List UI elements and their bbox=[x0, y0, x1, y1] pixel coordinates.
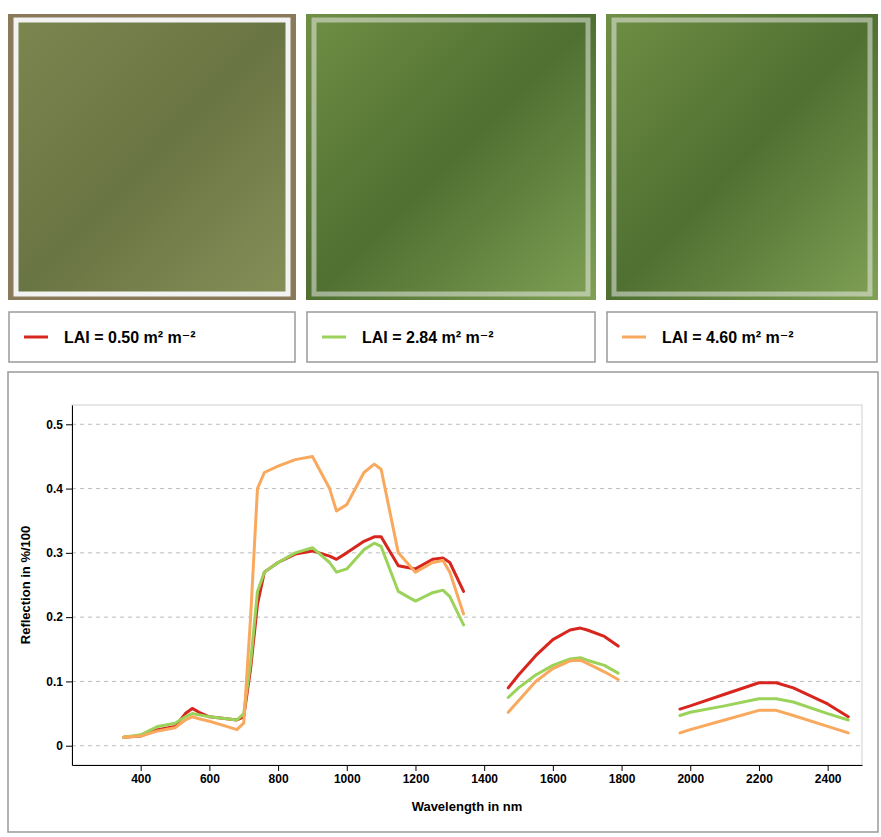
y-tick: 0.2 bbox=[46, 610, 72, 624]
grid-line bbox=[72, 617, 862, 618]
photo-placeholder bbox=[606, 14, 878, 300]
photo-panel bbox=[8, 14, 296, 300]
series-line bbox=[124, 543, 849, 737]
photo-frame bbox=[614, 20, 870, 294]
x-tick-mark bbox=[828, 765, 829, 771]
legend-label: LAI = 4.60 m² m⁻² bbox=[662, 329, 794, 346]
y-axis-title: Reflection in %/100 bbox=[18, 526, 33, 644]
photo-placeholder bbox=[8, 14, 296, 300]
x-tick: 1600 bbox=[540, 765, 567, 786]
y-tick: 0.1 bbox=[46, 675, 72, 689]
x-tick: 800 bbox=[269, 765, 289, 786]
x-tick-label: 2000 bbox=[677, 772, 704, 786]
x-tick-mark bbox=[278, 765, 279, 771]
x-tick-label: 1200 bbox=[403, 772, 430, 786]
x-tick-label: 600 bbox=[200, 772, 220, 786]
y-tick-label: 0.3 bbox=[46, 546, 63, 560]
photo-placeholder bbox=[18, 22, 286, 292]
x-tick: 1200 bbox=[403, 765, 430, 786]
y-tick-mark bbox=[66, 489, 72, 490]
legend-box bbox=[9, 312, 295, 362]
y-tick-label: 0.2 bbox=[46, 610, 63, 624]
legend-item: LAI = 4.60 m² m⁻² bbox=[607, 312, 877, 362]
grid bbox=[72, 424, 862, 745]
y-tick-label: 0.5 bbox=[46, 418, 63, 432]
x-tick-label: 1400 bbox=[471, 772, 498, 786]
photo-frame bbox=[16, 20, 288, 294]
legend-item: LAI = 2.84 m² m⁻² bbox=[307, 312, 595, 362]
legend-item: LAI = 0.50 m² m⁻² bbox=[9, 312, 295, 362]
x-axis-title: Wavelength in nm bbox=[412, 799, 523, 814]
chart-frame bbox=[8, 372, 878, 832]
x-tick: 1000 bbox=[334, 765, 361, 786]
x-tick-label: 400 bbox=[131, 772, 151, 786]
x-tick: 2200 bbox=[746, 765, 773, 786]
y-tick-label: 0 bbox=[56, 739, 63, 753]
y-tick: 0.4 bbox=[46, 482, 72, 496]
x-tick-mark bbox=[141, 765, 142, 771]
x-axis: 400 600 800 1000 1200 1400 1600 1800 2000 2200 240… bbox=[73, 765, 863, 786]
legend-swatch bbox=[322, 336, 346, 339]
y-tick-mark bbox=[66, 681, 72, 682]
x-tick: 600 bbox=[200, 765, 220, 786]
x-tick-mark bbox=[484, 765, 485, 771]
grid-line bbox=[72, 745, 862, 746]
grid-line bbox=[72, 488, 862, 489]
plot-frame bbox=[72, 405, 862, 765]
photo-placeholder bbox=[306, 14, 596, 300]
x-tick: 1800 bbox=[609, 765, 636, 786]
legend-box bbox=[307, 312, 595, 362]
y-tick-mark bbox=[66, 746, 72, 747]
y-tick: 0.5 bbox=[46, 418, 72, 432]
x-tick-mark bbox=[209, 765, 210, 771]
photo-frame bbox=[314, 20, 588, 294]
legend-label: LAI = 0.50 m² m⁻² bbox=[64, 329, 196, 346]
y-tick-mark bbox=[66, 553, 72, 554]
series-line bbox=[124, 537, 849, 738]
y-axis-line bbox=[72, 406, 73, 766]
x-tick: 1400 bbox=[471, 765, 498, 786]
x-tick: 2000 bbox=[677, 765, 704, 786]
grid-line bbox=[72, 424, 862, 425]
photo-panel bbox=[306, 14, 596, 300]
grid-line bbox=[72, 681, 862, 682]
plot-lines bbox=[124, 456, 849, 737]
x-tick-label: 800 bbox=[269, 772, 289, 786]
x-tick-label: 1800 bbox=[609, 772, 636, 786]
x-tick: 2400 bbox=[815, 765, 842, 786]
x-tick-mark bbox=[553, 765, 554, 771]
x-tick-mark bbox=[415, 765, 416, 771]
canvas: LAI = 0.50 m² m⁻² LAI = 2.84 m² m⁻² LAI = … bbox=[0, 0, 881, 837]
x-tick-mark bbox=[347, 765, 348, 771]
x-tick-mark bbox=[622, 765, 623, 771]
legend-swatch bbox=[622, 336, 646, 339]
photo-panel bbox=[606, 14, 878, 300]
x-tick-label: 1600 bbox=[540, 772, 567, 786]
x-tick-label: 2400 bbox=[815, 772, 842, 786]
legend-label: LAI = 2.84 m² m⁻² bbox=[362, 329, 494, 346]
series-line bbox=[124, 456, 849, 737]
y-tick-mark bbox=[66, 617, 72, 618]
legend-box bbox=[607, 312, 877, 362]
legend-swatch bbox=[24, 336, 48, 339]
x-tick: 400 bbox=[131, 765, 151, 786]
x-axis-line bbox=[73, 765, 863, 766]
grid-line bbox=[72, 552, 862, 553]
y-tick-label: 0.4 bbox=[46, 482, 63, 496]
x-tick-mark bbox=[690, 765, 691, 771]
y-tick: 0.3 bbox=[46, 546, 72, 560]
y-axis: 0 0.1 0.2 0.3 0.4 0.5 bbox=[46, 406, 72, 766]
y-tick: 0 bbox=[56, 739, 72, 753]
y-tick-mark bbox=[66, 424, 72, 425]
y-tick-label: 0.1 bbox=[46, 675, 63, 689]
x-tick-label: 1000 bbox=[334, 772, 361, 786]
legend: LAI = 0.50 m² m⁻² LAI = 2.84 m² m⁻² LAI = … bbox=[9, 312, 877, 362]
x-tick-mark bbox=[759, 765, 760, 771]
x-tick-label: 2200 bbox=[746, 772, 773, 786]
